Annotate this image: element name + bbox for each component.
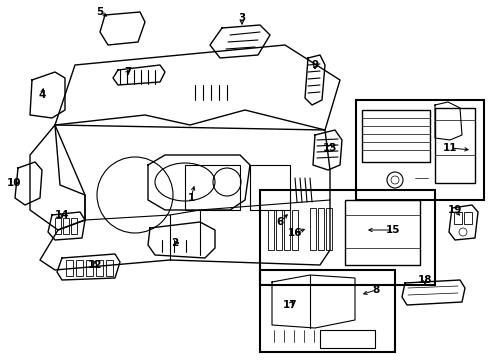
Text: 8: 8 bbox=[372, 285, 379, 295]
Text: 15: 15 bbox=[385, 225, 400, 235]
Bar bbox=[463, 212, 471, 224]
Text: 5: 5 bbox=[96, 7, 103, 17]
Text: 13: 13 bbox=[322, 143, 337, 153]
Bar bbox=[71, 218, 77, 234]
Bar bbox=[284, 210, 289, 250]
Bar bbox=[361, 110, 429, 162]
Bar bbox=[325, 208, 331, 250]
Bar bbox=[260, 270, 394, 352]
Bar bbox=[309, 208, 315, 250]
Bar bbox=[184, 165, 240, 210]
Bar bbox=[96, 260, 103, 276]
Text: 6: 6 bbox=[276, 217, 283, 227]
Bar bbox=[249, 165, 289, 210]
Text: 17: 17 bbox=[282, 300, 297, 310]
Text: 7: 7 bbox=[124, 67, 131, 77]
Bar bbox=[355, 100, 483, 200]
Text: 2: 2 bbox=[171, 238, 178, 248]
Bar bbox=[317, 208, 324, 250]
Text: 14: 14 bbox=[55, 210, 69, 220]
Bar bbox=[267, 210, 273, 250]
Text: 18: 18 bbox=[417, 275, 431, 285]
Bar bbox=[63, 218, 69, 234]
Bar bbox=[291, 210, 297, 250]
Text: 1: 1 bbox=[187, 193, 194, 203]
Bar bbox=[66, 260, 73, 276]
Text: 12: 12 bbox=[87, 260, 102, 270]
Bar bbox=[275, 210, 282, 250]
Bar bbox=[76, 260, 83, 276]
Text: 11: 11 bbox=[442, 143, 456, 153]
Bar bbox=[86, 260, 93, 276]
Text: 3: 3 bbox=[238, 13, 245, 23]
Text: 10: 10 bbox=[7, 178, 21, 188]
Bar bbox=[345, 200, 419, 265]
Text: 9: 9 bbox=[311, 60, 318, 70]
Text: 16: 16 bbox=[287, 228, 302, 238]
Bar bbox=[453, 212, 461, 224]
Text: 19: 19 bbox=[447, 205, 461, 215]
Text: 4: 4 bbox=[38, 90, 45, 100]
Bar bbox=[319, 330, 374, 348]
Bar bbox=[434, 108, 474, 183]
Bar bbox=[55, 218, 61, 234]
Bar bbox=[260, 190, 434, 285]
Bar bbox=[106, 260, 113, 276]
